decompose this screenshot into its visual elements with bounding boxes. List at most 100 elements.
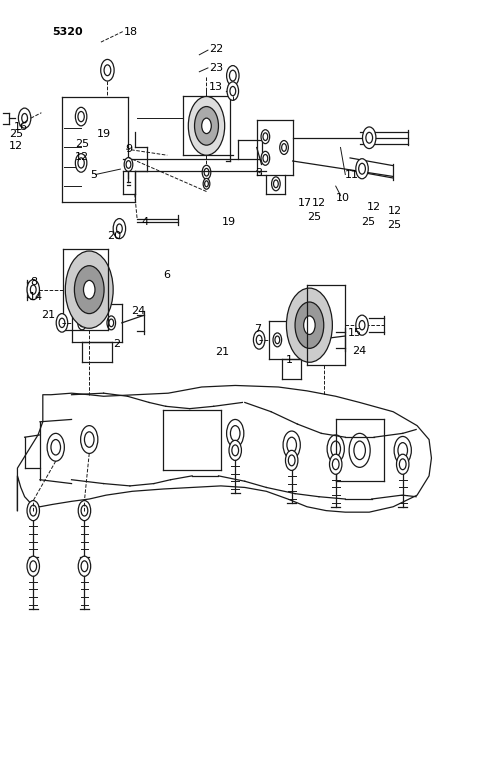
Circle shape	[261, 130, 270, 144]
Text: 5: 5	[91, 170, 97, 180]
Text: 13: 13	[209, 82, 223, 92]
Circle shape	[27, 557, 39, 577]
Circle shape	[27, 279, 39, 300]
Text: 24: 24	[352, 346, 367, 356]
Circle shape	[288, 455, 295, 466]
Text: 21: 21	[41, 310, 56, 320]
Circle shape	[272, 176, 280, 190]
Text: 3: 3	[255, 168, 262, 178]
Circle shape	[304, 316, 315, 334]
Circle shape	[56, 313, 68, 332]
Circle shape	[104, 65, 111, 76]
Circle shape	[399, 459, 406, 470]
Circle shape	[18, 108, 31, 128]
Circle shape	[282, 144, 287, 151]
Circle shape	[81, 505, 88, 516]
Circle shape	[263, 133, 268, 141]
Circle shape	[261, 152, 270, 166]
Circle shape	[78, 501, 91, 521]
Circle shape	[84, 280, 95, 299]
Text: 25: 25	[9, 128, 24, 139]
Circle shape	[280, 141, 288, 155]
Circle shape	[366, 132, 372, 143]
Circle shape	[30, 285, 36, 294]
Circle shape	[107, 316, 116, 330]
Text: 5320: 5320	[52, 26, 83, 36]
Circle shape	[78, 316, 86, 330]
Circle shape	[27, 501, 39, 521]
Text: 18: 18	[124, 26, 138, 36]
Circle shape	[362, 127, 376, 149]
Circle shape	[204, 181, 208, 187]
Text: 25: 25	[361, 217, 376, 227]
Text: 12: 12	[312, 198, 326, 208]
Text: 15: 15	[348, 328, 362, 338]
Circle shape	[275, 336, 280, 344]
Text: 21: 21	[215, 348, 229, 358]
Circle shape	[232, 445, 239, 456]
Circle shape	[78, 557, 91, 577]
Text: 16: 16	[14, 122, 28, 132]
Circle shape	[75, 108, 87, 126]
Circle shape	[30, 561, 36, 572]
Text: 12: 12	[387, 206, 402, 216]
Circle shape	[30, 505, 36, 516]
Text: 14: 14	[28, 292, 43, 302]
Circle shape	[78, 158, 84, 168]
Circle shape	[332, 459, 339, 470]
Circle shape	[80, 319, 84, 327]
Text: 23: 23	[209, 63, 223, 73]
Circle shape	[194, 107, 218, 146]
Circle shape	[396, 454, 409, 474]
Circle shape	[113, 218, 126, 238]
Circle shape	[101, 60, 114, 81]
Text: 10: 10	[336, 193, 350, 203]
Circle shape	[188, 97, 225, 156]
Circle shape	[59, 318, 65, 327]
Text: 12: 12	[367, 202, 381, 212]
Circle shape	[295, 302, 324, 348]
Text: 25: 25	[307, 212, 321, 222]
Text: 12: 12	[9, 141, 24, 151]
Circle shape	[227, 82, 239, 101]
Circle shape	[356, 315, 368, 335]
Circle shape	[229, 440, 241, 461]
Text: 19: 19	[222, 217, 236, 228]
Circle shape	[301, 333, 310, 347]
Circle shape	[263, 155, 268, 162]
Circle shape	[202, 118, 211, 134]
Circle shape	[356, 159, 368, 179]
Circle shape	[204, 169, 209, 176]
Circle shape	[117, 224, 122, 233]
Circle shape	[81, 561, 88, 572]
Circle shape	[126, 161, 131, 168]
Circle shape	[329, 454, 342, 474]
Circle shape	[253, 330, 265, 349]
Text: 12: 12	[75, 152, 89, 162]
Text: 17: 17	[298, 198, 312, 208]
Circle shape	[78, 111, 84, 122]
Circle shape	[274, 180, 278, 187]
Circle shape	[22, 114, 27, 123]
Circle shape	[202, 166, 211, 179]
Circle shape	[203, 178, 210, 189]
Circle shape	[359, 320, 365, 330]
Circle shape	[65, 251, 113, 328]
Circle shape	[286, 450, 298, 471]
Text: 25: 25	[75, 139, 89, 149]
Text: 19: 19	[96, 128, 110, 139]
Circle shape	[287, 288, 332, 362]
Text: 6: 6	[163, 270, 170, 280]
Circle shape	[359, 163, 365, 174]
Circle shape	[273, 333, 282, 347]
Text: 11: 11	[345, 170, 360, 180]
Text: 8: 8	[30, 277, 37, 287]
Text: 2: 2	[113, 339, 120, 349]
Circle shape	[227, 66, 239, 86]
Circle shape	[74, 265, 104, 313]
Text: 22: 22	[209, 43, 223, 53]
Text: 9: 9	[125, 144, 132, 154]
Text: 7: 7	[254, 324, 262, 334]
Circle shape	[230, 87, 236, 96]
Circle shape	[109, 319, 114, 327]
